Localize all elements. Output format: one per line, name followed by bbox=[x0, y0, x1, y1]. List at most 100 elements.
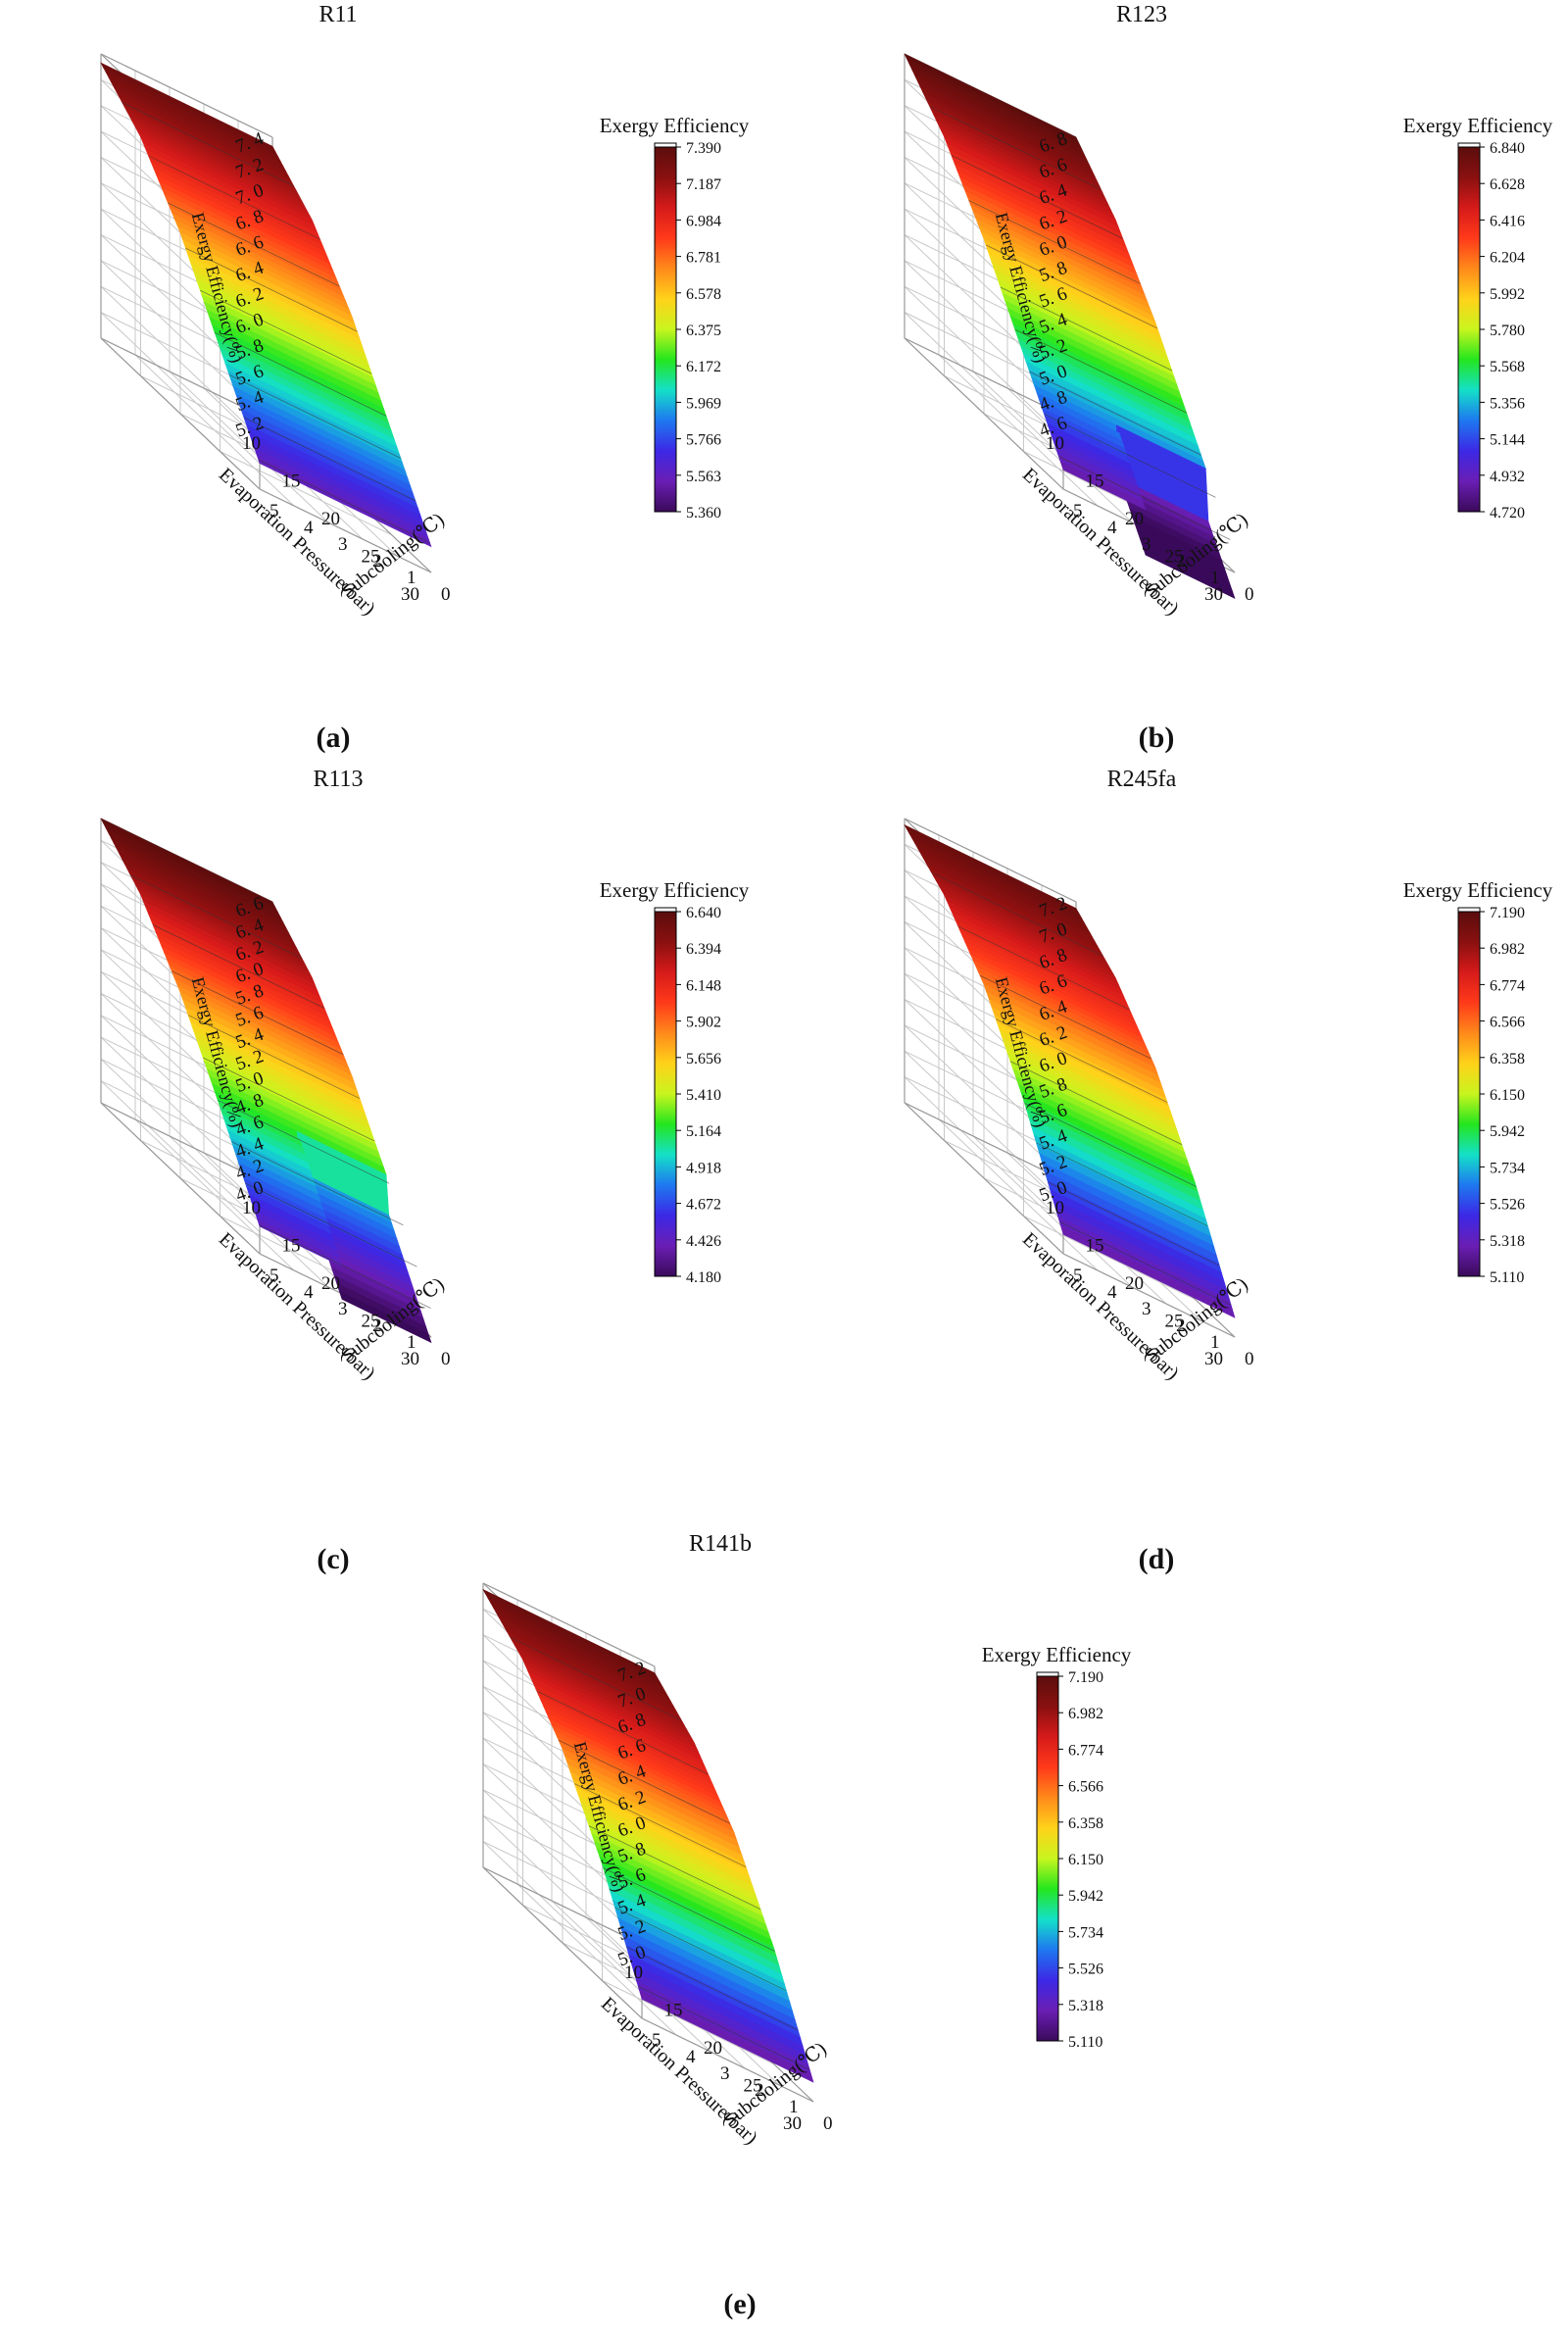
y-tick-label: 0 bbox=[441, 1349, 451, 1369]
colorbar-tick-label: 5.164 bbox=[686, 1123, 721, 1140]
x-tick-label: 10 bbox=[242, 433, 261, 454]
chart-title: R113 bbox=[313, 767, 363, 792]
surface bbox=[482, 1588, 814, 2083]
contour-line bbox=[168, 202, 340, 287]
y-tick-label: 0 bbox=[1245, 1349, 1254, 1369]
surface-strip bbox=[1059, 461, 1147, 511]
colorbar-cap bbox=[1457, 907, 1481, 913]
colorbar-tick-label: 5.656 bbox=[686, 1051, 721, 1068]
colorbar-cap bbox=[654, 907, 677, 913]
panel-caption: (a) bbox=[317, 721, 351, 754]
y-tick-label: 4 bbox=[304, 1282, 314, 1303]
y-tick-label: 1 bbox=[407, 568, 416, 588]
contour-line bbox=[171, 970, 344, 1055]
contour-line bbox=[214, 332, 387, 417]
y-tick-label: 4 bbox=[686, 2047, 696, 2067]
contour-line bbox=[218, 1099, 390, 1184]
colorbar-tick-label: 6.566 bbox=[1068, 1779, 1103, 1796]
colorbar-tick-label: 5.318 bbox=[1068, 1998, 1103, 2014]
contour-line bbox=[185, 247, 358, 332]
y-tick-label: 4 bbox=[1107, 1282, 1117, 1303]
y-tick-labels: 0 1 2 3 4 5 bbox=[270, 1266, 451, 1369]
contour-line bbox=[259, 1224, 431, 1309]
contour-line bbox=[1000, 286, 1173, 372]
floor-gridline bbox=[1023, 1216, 1196, 1300]
contour-line bbox=[951, 155, 1123, 239]
x-tick-label: 15 bbox=[1086, 472, 1104, 492]
y-tick-label: 3 bbox=[1142, 534, 1152, 555]
colorbar-tick-label: 7.190 bbox=[1068, 1669, 1103, 1686]
contour-line bbox=[1044, 414, 1216, 498]
contour-line bbox=[573, 1783, 747, 1867]
floor-gridline bbox=[169, 371, 329, 523]
x-tick-label: 15 bbox=[282, 1236, 301, 1257]
contour-line bbox=[129, 874, 303, 959]
contour-line bbox=[231, 1141, 404, 1226]
axis-box-edge bbox=[641, 2017, 814, 2103]
chart-panel-d: 5. 05. 25. 45. 65. 86. 06. 26. 46. 66. 8… bbox=[904, 767, 1553, 1384]
contour-line bbox=[614, 1907, 787, 1992]
axis-box-edge bbox=[482, 1582, 656, 1667]
contour-line bbox=[1009, 1061, 1183, 1146]
chart-panel-e: 5. 05. 25. 45. 65. 86. 06. 26. 46. 66. 8… bbox=[482, 1531, 1132, 2149]
colorbar-tick-label: 5.356 bbox=[1490, 395, 1525, 412]
x-tick-label: 15 bbox=[282, 472, 301, 492]
colorbar-title: Exergy Efficiency bbox=[982, 1643, 1132, 1666]
x-tick-label: 25 bbox=[1165, 1312, 1184, 1332]
y-tick-label: 2 bbox=[1176, 1316, 1186, 1336]
colorbar-tick-label: 5.110 bbox=[1490, 1269, 1524, 1286]
colorbar-tick-label: 4.932 bbox=[1490, 469, 1525, 485]
colorbar-tick-label: 6.358 bbox=[1068, 1815, 1103, 1832]
colorbar-tick-label: 6.982 bbox=[1490, 941, 1525, 958]
contour-line bbox=[588, 1825, 761, 1911]
y-tick-label: 0 bbox=[823, 2113, 833, 2134]
colorbar-tick-label: 5.360 bbox=[686, 505, 721, 521]
x-tick-label: 25 bbox=[744, 2076, 762, 2097]
axis-box-edge bbox=[100, 1102, 261, 1255]
floor-gridline bbox=[169, 1135, 329, 1288]
colorbar-tick-label: 5.526 bbox=[1490, 1197, 1525, 1214]
contour-line bbox=[603, 1867, 775, 1952]
x-tick-label: 10 bbox=[242, 1198, 261, 1218]
x-tick-label: 10 bbox=[1046, 1198, 1064, 1218]
colorbar-tick-label: 6.172 bbox=[686, 359, 721, 375]
colorbar-tick-label: 5.780 bbox=[1490, 323, 1525, 339]
contour-line bbox=[1014, 328, 1187, 414]
contour-line bbox=[931, 871, 1103, 957]
floor-gridline bbox=[938, 354, 1099, 507]
panel-caption: (b) bbox=[1139, 721, 1175, 754]
colorbar-tick-label: 5.563 bbox=[686, 469, 721, 485]
y-tick-label: 5 bbox=[652, 2030, 662, 2051]
x-tick-label: 20 bbox=[1125, 1273, 1144, 1294]
surface-strip bbox=[338, 1290, 432, 1344]
floor-gridline bbox=[938, 1118, 1099, 1271]
floor-gridline bbox=[134, 1118, 295, 1271]
contour-line bbox=[536, 1690, 709, 1775]
colorbar-tick-label: 5.734 bbox=[1068, 1924, 1103, 1941]
surface bbox=[100, 62, 432, 548]
surface-strip bbox=[1142, 546, 1236, 599]
y-tick-label: 5 bbox=[270, 501, 279, 521]
contour-line bbox=[995, 1018, 1168, 1103]
colorbar-tick-label: 7.390 bbox=[686, 140, 721, 157]
chart-title: R245fa bbox=[1107, 767, 1177, 792]
colorbar: Exergy Efficiency 7.390 7.187 6.984 6.781 6.5… bbox=[600, 114, 750, 521]
contour-line bbox=[985, 244, 1158, 329]
y-tick-label: 1 bbox=[1210, 1332, 1220, 1353]
contour-line bbox=[200, 289, 372, 374]
contour-line bbox=[1024, 1103, 1197, 1187]
contour-line bbox=[202, 1057, 375, 1142]
y-tick-label: 2 bbox=[372, 1316, 382, 1336]
colorbar: Exergy Efficiency 6.640 6.394 6.148 5.902 5.6… bbox=[600, 878, 750, 1286]
colorbar-tick-label: 5.902 bbox=[686, 1015, 721, 1031]
colorbar-tick-label: 6.984 bbox=[686, 213, 721, 229]
colorbar-tick-label: 6.375 bbox=[686, 323, 721, 339]
colorbar-gradient bbox=[1457, 146, 1481, 513]
colorbar-tick-label: 6.566 bbox=[1490, 1015, 1525, 1031]
contour-line bbox=[245, 1182, 417, 1267]
axis-box-edge bbox=[259, 488, 432, 573]
